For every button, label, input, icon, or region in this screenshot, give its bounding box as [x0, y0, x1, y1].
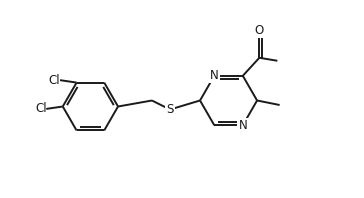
Text: O: O — [255, 24, 264, 37]
Text: Cl: Cl — [49, 74, 60, 87]
Text: Cl: Cl — [35, 102, 47, 115]
Text: S: S — [166, 103, 174, 116]
Text: N: N — [238, 119, 247, 132]
Text: N: N — [210, 69, 219, 82]
